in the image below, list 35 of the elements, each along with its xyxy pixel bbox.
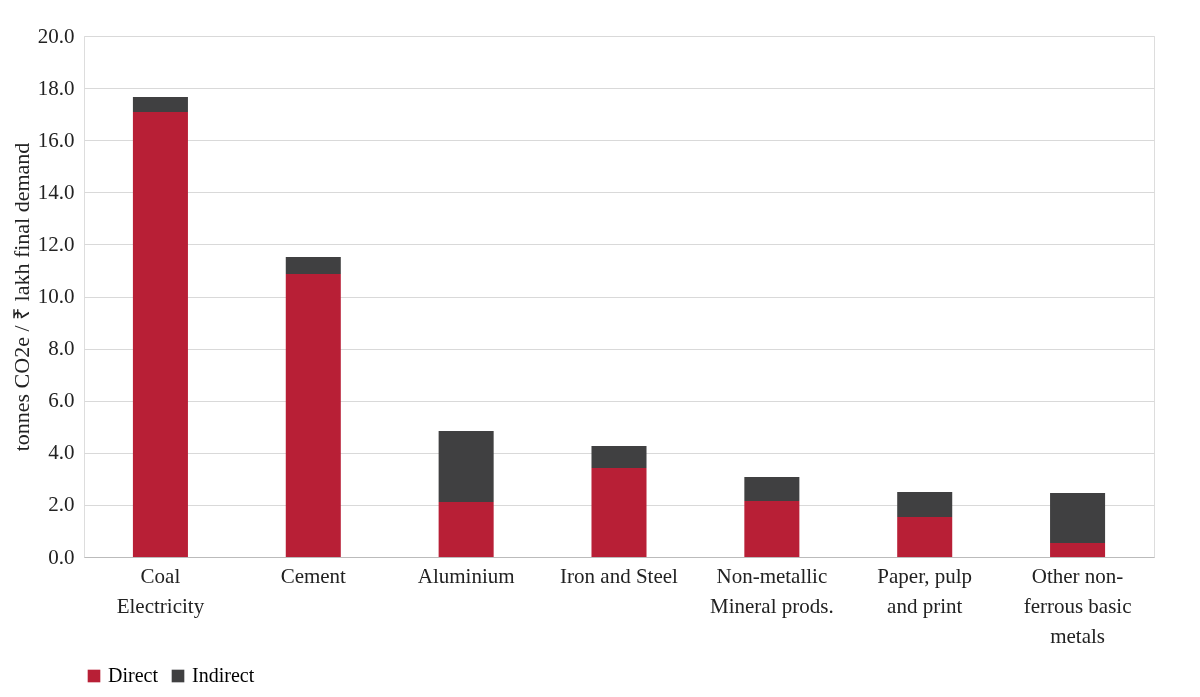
y-tick-label: 10.0 <box>37 284 75 308</box>
y-tick-label: 14.0 <box>37 179 75 204</box>
legend-label: Direct <box>108 664 159 686</box>
bar <box>591 467 647 557</box>
bar <box>285 256 341 275</box>
x-tick-label: Aluminium <box>417 563 515 588</box>
bar <box>285 274 341 557</box>
bar <box>591 446 647 468</box>
y-tick-label: 6.0 <box>48 388 75 413</box>
bar <box>744 477 800 501</box>
bar <box>438 502 494 557</box>
bar <box>132 112 188 557</box>
y-tick-label: 20.0 <box>37 23 75 48</box>
legend-label: Indirect <box>192 664 255 686</box>
x-tick-label: Iron and Steel <box>560 563 679 588</box>
y-tick-label: 2.0 <box>48 492 75 517</box>
y-tick-label: 8.0 <box>48 336 75 361</box>
x-tick-label: Non-metallic Mineral prods. <box>710 563 834 618</box>
bar <box>897 491 953 517</box>
y-tick-label: 16.0 <box>37 127 75 152</box>
y-tick-label: 12.0 <box>37 231 75 256</box>
x-tick-label: Cement <box>280 563 347 588</box>
x-tick-label: Other non-ferrous basic metals <box>1023 563 1132 648</box>
y-tick-label: 0.0 <box>48 544 75 569</box>
bar <box>132 96 188 113</box>
y-tick-label: 4.0 <box>48 440 75 465</box>
bar <box>897 516 953 557</box>
bar <box>438 430 494 503</box>
bar <box>744 500 800 557</box>
bar <box>1050 542 1106 557</box>
y-axis-title: tonnes CO2e / ₹ lakh final demand <box>8 142 34 452</box>
x-tick-label: Paper, pulp and print <box>877 563 973 618</box>
x-tick-label: Coal Electricity <box>116 563 205 618</box>
bar <box>1050 492 1106 543</box>
y-tick-label: 18.0 <box>37 75 75 100</box>
